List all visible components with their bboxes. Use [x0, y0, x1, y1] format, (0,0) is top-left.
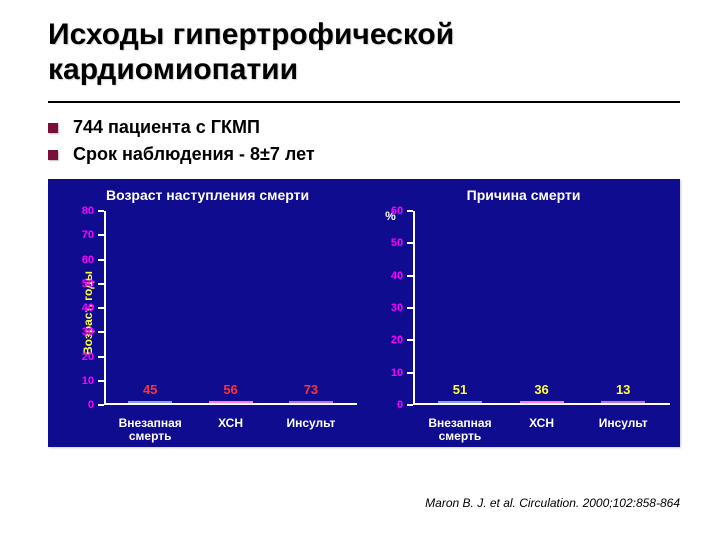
ytick-label: 10	[391, 367, 403, 379]
xlabel: ХСН	[505, 417, 579, 443]
bar-value-label: 51	[453, 382, 467, 397]
bar	[289, 401, 333, 403]
ytick-label: 60	[391, 205, 403, 217]
bar	[438, 401, 482, 403]
right-chart-title: Причина смерти	[367, 187, 680, 203]
axis-x	[413, 403, 670, 405]
bar	[209, 401, 253, 403]
bar-wrap: 51	[430, 382, 490, 403]
right-bars: 51 36 13	[413, 211, 670, 403]
bar-wrap: 45	[120, 382, 180, 403]
axis-x	[104, 403, 357, 405]
slide: Исходы гипертрофической кардиомиопатии 7…	[0, 0, 720, 540]
left-xlabels: Внезапная смерть ХСНИнсульт	[104, 417, 357, 443]
subtitle-followup: Срок наблюдения - 8±7 лет	[48, 144, 680, 165]
ytick-label: 30	[82, 326, 94, 338]
ytick-label: 40	[82, 302, 94, 314]
bar-wrap: 73	[281, 382, 341, 403]
left-plot: 01020304050607080455673	[104, 211, 357, 405]
ytick-label: 60	[82, 254, 94, 266]
bar-wrap: 56	[201, 382, 261, 403]
ytick-label: 50	[391, 237, 403, 249]
subtitle-patients-text: 744 пациента с ГКМП	[73, 117, 260, 137]
bar-value-label: 73	[304, 382, 318, 397]
ytick-label: 20	[391, 334, 403, 346]
left-bars: 45 56 73	[104, 211, 357, 403]
ytick-label: 80	[82, 205, 94, 217]
left-chart-title: Возраст наступления смерти	[48, 187, 367, 203]
citation-text: Maron B. J. et al. Circulation. 2000;102…	[425, 496, 680, 510]
bar	[520, 401, 564, 403]
subtitle-followup-text: Срок наблюдения - 8±7 лет	[73, 144, 315, 164]
ytick-label: 30	[391, 302, 403, 314]
right-chart: Причина смерти%0102030405060513613Внезап…	[367, 179, 680, 447]
ytick-label: 20	[82, 351, 94, 363]
xlabel: Инсульт	[274, 417, 348, 443]
bar	[128, 401, 172, 403]
ytick-label: 50	[82, 278, 94, 290]
xlabel: Инсульт	[586, 417, 660, 443]
citation: Maron B. J. et al. Circulation. 2000;102…	[425, 496, 680, 510]
ytick-label: 70	[82, 229, 94, 241]
bar	[601, 401, 645, 403]
xlabel: Внезапная смерть	[113, 417, 187, 443]
bar-value-label: 36	[534, 382, 548, 397]
bar-wrap: 36	[512, 382, 572, 403]
bar-value-label: 45	[143, 382, 157, 397]
ytick-label: 0	[88, 399, 94, 411]
ytick-label: 0	[397, 399, 403, 411]
title-rule	[48, 101, 680, 103]
left-chart: Возраст наступления смертиВозраст, годы0…	[48, 179, 367, 447]
ytick-label: 40	[391, 270, 403, 282]
bar-value-label: 56	[223, 382, 237, 397]
xlabel: Внезапная смерть	[423, 417, 497, 443]
bar-value-label: 13	[616, 382, 630, 397]
subtitle-patients: 744 пациента с ГКМП	[48, 117, 680, 138]
bullet-icon	[48, 150, 58, 160]
ytick	[98, 404, 104, 406]
right-xlabels: Внезапная смерть ХСН Инсульт	[413, 417, 670, 443]
bar-wrap: 13	[593, 382, 653, 403]
bullet-icon	[48, 123, 58, 133]
right-plot: 0102030405060513613	[413, 211, 670, 405]
chart-panel: Возраст наступления смертиВозраст, годы0…	[48, 179, 680, 447]
ytick-label: 10	[82, 375, 94, 387]
ytick	[407, 404, 413, 406]
page-title: Исходы гипертрофической кардиомиопатии	[48, 18, 680, 87]
xlabel: ХСН	[194, 417, 268, 443]
